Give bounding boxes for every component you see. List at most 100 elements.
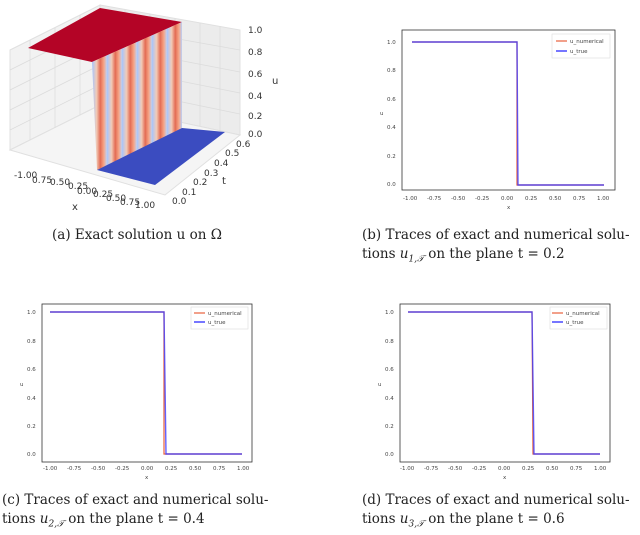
u-axis-label: u [272,76,278,87]
svg-text:-0.75: -0.75 [424,466,439,472]
svg-text:0.0: 0.0 [385,452,394,458]
panel-a-surface-plot: 1.0 0.8 0.6 0.4 0.2 0.0 u 0.0 0.1 0.2 0.… [0,0,280,215]
svg-text:0.25: 0.25 [522,466,535,472]
svg-text:0.8: 0.8 [385,339,394,345]
svg-text:0.8: 0.8 [248,48,263,58]
trace-chart-t04: 1.0 0.8 0.6 0.4 0.2 0.0 -1.00 -0.75 -0.5… [20,303,253,481]
svg-text:u_true: u_true [208,320,226,326]
caption-c: (c) Traces of exact and numerical solu- … [2,492,269,530]
x-axis-label: x [145,475,149,480]
svg-text:0.4: 0.4 [387,125,396,131]
u-axis-ticks: 1.0 0.8 0.6 0.4 0.2 0.0 [248,26,263,140]
legend: u_numerical u_true [551,33,611,59]
x-axis-label: x [507,205,511,211]
svg-text:0.8: 0.8 [387,68,396,74]
y-axis-ticks: 1.0 0.8 0.6 0.4 0.2 0.0 [385,310,394,458]
legend: u_numerical u_true [190,306,249,330]
svg-text:0.0: 0.0 [387,182,396,188]
svg-text:0.75: 0.75 [213,466,226,472]
svg-text:1.00: 1.00 [594,466,607,472]
svg-text:u_numerical: u_numerical [570,39,604,45]
svg-text:1.0: 1.0 [385,310,394,316]
svg-text:0.6: 0.6 [387,97,396,103]
svg-text:0.50: 0.50 [546,466,559,472]
svg-text:0.25: 0.25 [68,182,88,192]
svg-text:0.75: 0.75 [32,176,52,186]
svg-text:u_true: u_true [566,320,584,326]
caption-math: u3,𝒯 [399,511,424,530]
x-axis-ticks: -1.00 -0.75 -0.50 -0.25 0.00 0.25 0.50 0… [400,466,607,472]
svg-text:-0.25: -0.25 [115,466,130,472]
svg-text:-0.75: -0.75 [427,196,442,202]
panel-d-line-plot: 1.0 0.8 0.6 0.4 0.2 0.0 -1.00 -0.75 -0.5… [360,290,640,481]
caption-math: u2,𝒯 [39,511,64,530]
x-axis-ticks: -1.00 0.75 0.50 0.25 0.00 0.25 0.50 0.75… [14,171,155,211]
panel-b-line-plot: 1.0 0.8 0.6 0.4 0.2 0.0 -1.00 -0.75 -0.5… [360,25,635,215]
svg-text:-0.50: -0.50 [448,466,463,472]
x-axis-label: x [503,475,507,480]
svg-text:1.0: 1.0 [27,310,36,316]
svg-text:-1.00: -1.00 [43,466,58,472]
svg-text:0.25: 0.25 [525,196,538,202]
u-true-line [408,311,600,455]
svg-text:1.0: 1.0 [248,26,263,36]
svg-text:0.4: 0.4 [248,92,263,102]
svg-text:0.50: 0.50 [50,178,70,188]
svg-text:0.00: 0.00 [77,187,97,197]
svg-text:u_numerical: u_numerical [208,311,242,317]
caption-math: u1,𝒯 [399,246,424,265]
svg-text:0.00: 0.00 [141,466,154,472]
y-axis-label: u [380,111,384,117]
u-true-line [50,311,242,455]
svg-text:0.50: 0.50 [189,466,202,472]
surface-3d-chart: 1.0 0.8 0.6 0.4 0.2 0.0 u 0.0 0.1 0.2 0.… [8,4,278,213]
svg-text:-0.50: -0.50 [91,466,106,472]
svg-text:0.00: 0.00 [498,466,511,472]
svg-text:0.6: 0.6 [27,367,36,373]
svg-text:0.6: 0.6 [236,140,251,150]
svg-text:0.75: 0.75 [573,196,586,202]
svg-text:0.2: 0.2 [387,154,396,160]
trace-chart-t02: 1.0 0.8 0.6 0.4 0.2 0.0 -1.00 -0.75 -0.5… [380,29,616,211]
svg-text:0.00: 0.00 [501,196,514,202]
svg-text:0.6: 0.6 [385,367,394,373]
svg-text:0.4: 0.4 [27,396,36,402]
svg-text:-0.25: -0.25 [472,466,487,472]
svg-text:0.25: 0.25 [165,466,178,472]
svg-text:0.50: 0.50 [549,196,562,202]
svg-text:0.0: 0.0 [248,130,263,140]
svg-text:-0.50: -0.50 [451,196,466,202]
x-axis-ticks: -1.00 -0.75 -0.50 -0.25 0.00 0.25 0.50 0… [43,466,250,472]
svg-text:-0.75: -0.75 [67,466,82,472]
svg-text:0.75: 0.75 [120,198,140,208]
svg-text:0.5: 0.5 [225,149,239,159]
svg-text:0.75: 0.75 [570,466,583,472]
svg-text:1.00: 1.00 [135,201,155,211]
u-true-line [412,41,604,186]
svg-text:0.2: 0.2 [27,424,36,430]
caption-b: (b) Traces of exact and numerical solu- … [362,227,630,265]
svg-text:-0.25: -0.25 [475,196,490,202]
svg-text:1.00: 1.00 [597,196,610,202]
svg-text:u_true: u_true [570,49,588,55]
svg-text:1.00: 1.00 [237,466,250,472]
svg-text:1.0: 1.0 [387,40,396,46]
trace-chart-t06: 1.0 0.8 0.6 0.4 0.2 0.0 -1.00 -0.75 -0.5… [378,303,611,481]
svg-text:-1.00: -1.00 [400,466,415,472]
svg-text:0.50: 0.50 [106,194,126,204]
caption-d: (d) Traces of exact and numerical solu- … [362,492,630,530]
svg-text:0.0: 0.0 [172,197,187,207]
svg-text:-1.00: -1.00 [403,196,418,202]
svg-text:-1.00: -1.00 [14,171,38,181]
svg-text:0.6: 0.6 [248,70,263,80]
svg-text:0.4: 0.4 [385,396,394,402]
svg-text:0.1: 0.1 [182,188,196,198]
t-axis-label: t [222,176,226,187]
y-axis-label: u [20,382,24,388]
svg-text:0.25: 0.25 [93,190,113,200]
y-axis-ticks: 1.0 0.8 0.6 0.4 0.2 0.0 [27,310,36,458]
svg-text:0.2: 0.2 [248,112,262,122]
svg-text:0.4: 0.4 [214,159,229,169]
legend: u_numerical u_true [549,306,608,330]
svg-text:0.2: 0.2 [193,178,207,188]
